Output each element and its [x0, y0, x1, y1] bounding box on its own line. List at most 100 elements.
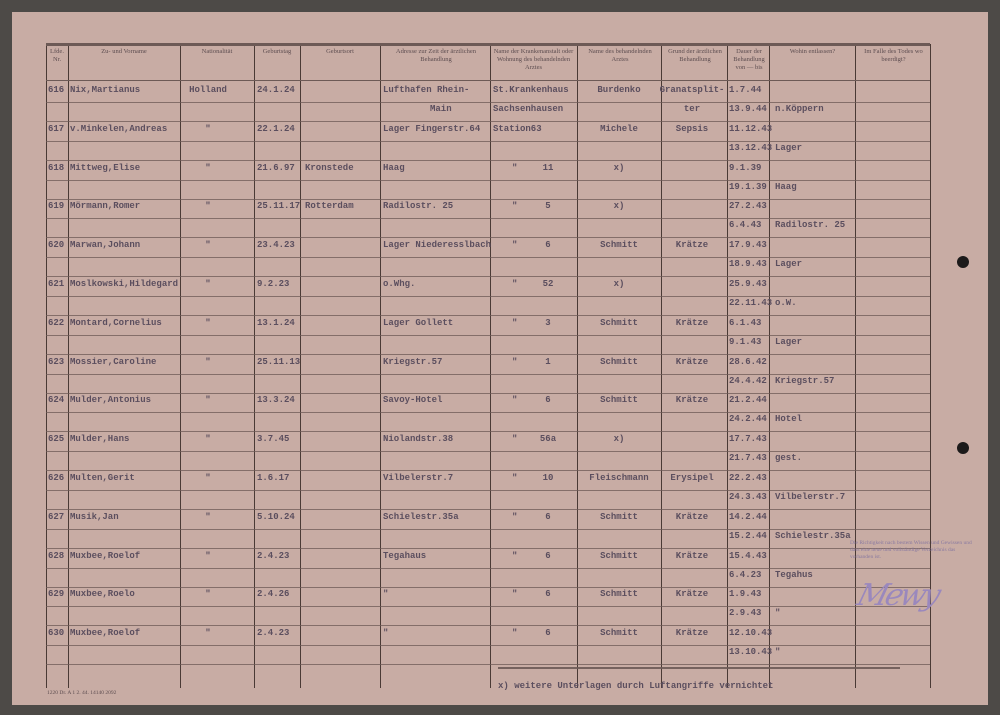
row-rule [46, 140, 930, 142]
cell-name: Mulder,Hans [70, 434, 130, 445]
cell-nr: 627 [48, 511, 65, 522]
cell-hnum: 6 [545, 550, 551, 561]
cell-nr: 619 [48, 201, 65, 212]
column-rule [855, 44, 856, 688]
cell-from: 21.2.44 [729, 395, 767, 406]
cell-moved: n.Köppern [775, 104, 824, 114]
cell-hnum: 6 [545, 395, 551, 406]
row-rule [46, 567, 930, 569]
cell-hosp: " [512, 395, 518, 406]
cell-to: 13.12.43 [729, 142, 773, 153]
cell-from: 15.4.43 [729, 550, 767, 561]
row-rule [46, 412, 930, 414]
cell-reason: Krätze [675, 356, 709, 367]
cell-from: 22.2.43 [729, 473, 767, 483]
cell-reason: Sepsis [675, 123, 709, 134]
cell-bdate: 21.6.97 [257, 162, 295, 173]
cell-moved: gest. [775, 453, 803, 464]
cell-to: 22.11.43 [729, 298, 773, 308]
cell-doctor: Fleischmann [589, 473, 649, 483]
cell-bdate: 5.10.24 [257, 511, 295, 522]
punch-hole [957, 256, 969, 268]
row-rule [46, 102, 930, 103]
cell-doctor: Michele [600, 123, 638, 134]
signature: Mewy [853, 578, 942, 613]
row-rule [46, 179, 930, 181]
cell-name: Mittweg,Elise [70, 162, 141, 173]
cell-nat: " [205, 356, 211, 367]
cell-name: Moslkowski,Hildegard [70, 279, 179, 289]
row-rule [46, 315, 930, 316]
row-rule [46, 276, 930, 278]
cell-nr: 616 [48, 85, 65, 95]
cell-moved: " [775, 608, 781, 619]
cell-hosp: " [512, 628, 518, 639]
cell-hosp: " [512, 473, 518, 483]
cell-moved: Lager [775, 142, 803, 153]
cell-name: Mossier,Caroline [70, 356, 157, 367]
cell-to: 18.9.43 [729, 259, 767, 270]
cell-bdate: 9.2.23 [257, 279, 290, 289]
cell-hosp: St.Krankenhaus [493, 85, 569, 95]
cell-moved: Schielestr.35a [775, 530, 851, 541]
cell-nat: " [205, 473, 211, 483]
cell-addr: o.Whg. [383, 279, 416, 289]
header-name: Zu- und Vorname [101, 48, 147, 55]
cell-nat: " [205, 279, 211, 289]
row-rule [46, 218, 930, 220]
cell-hosp2: Sachsenhausen [493, 104, 564, 114]
cell-hnum: 6 [545, 240, 551, 251]
footnote: x) weitere Unterlagen durch Luftangriffe… [498, 681, 774, 691]
cell-nat: " [205, 395, 211, 406]
cell-hnum: 3 [545, 317, 551, 328]
document-page [12, 12, 988, 705]
cell-nr: 618 [48, 162, 65, 173]
row-rule [46, 334, 930, 336]
cell-bdate: 2.4.26 [257, 589, 290, 600]
cell-hosp: " [512, 589, 518, 600]
column-rule [180, 44, 181, 688]
cell-doctor: Burdenko [597, 85, 641, 95]
cell-hnum: 1 [545, 356, 551, 367]
cell-bdate: 3.7.45 [257, 434, 290, 445]
cell-from: 9.1.39 [729, 162, 762, 173]
cell-addr: Kriegstr.57 [383, 356, 443, 367]
cell-hosp: " [512, 162, 518, 173]
cell-bdate: 2.4.23 [257, 628, 290, 639]
row-rule [46, 43, 930, 46]
certification-stamp: Die Richtigkeit nach bestem Wissen und G… [850, 540, 972, 560]
cell-bdate: 13.1.24 [257, 317, 295, 328]
cell-reason: Krätze [675, 511, 709, 522]
cell-reason: Krätze [675, 240, 709, 251]
header-nationality: Nationalität [201, 48, 233, 55]
cell-nr: 629 [48, 589, 65, 600]
cell-to: 21.7.43 [729, 453, 767, 464]
header-address: Adresse zur Zeit der ärztlichen Behandlu… [395, 48, 477, 63]
cell-nat: " [205, 162, 211, 173]
row-rule [46, 606, 930, 608]
row-rule [46, 470, 930, 472]
column-rule [68, 44, 69, 688]
cell-hosp: " [512, 317, 518, 328]
punch-hole [957, 442, 969, 454]
cell-reason: Krätze [675, 550, 709, 561]
cell-from: 6.1.43 [729, 317, 762, 328]
cell-doctor: Schmitt [600, 628, 638, 639]
row-rule [46, 586, 930, 588]
cell-hnum: 52 [542, 279, 554, 289]
header-buried: Im Falle des Todes wo beerdigt? [864, 48, 923, 63]
cell-name: Muxbee,Roelof [70, 550, 141, 561]
cell-reason: Krätze [675, 317, 709, 328]
cell-moved: Vilbelerstr.7 [775, 492, 846, 502]
cell-moved: Kriegstr.57 [775, 375, 835, 386]
cell-doctor: Schmitt [600, 550, 638, 561]
cell-nat: " [205, 240, 211, 251]
cell-bdate: 22.1.24 [257, 123, 295, 134]
cell-addr2: Main [430, 104, 452, 114]
row-rule [46, 547, 930, 549]
cell-name: Montard,Cornelius [70, 317, 162, 328]
column-rule [46, 44, 47, 688]
cell-doctor: Schmitt [600, 589, 638, 600]
cell-hosp: " [512, 201, 518, 212]
cell-doctor: Schmitt [600, 317, 638, 328]
